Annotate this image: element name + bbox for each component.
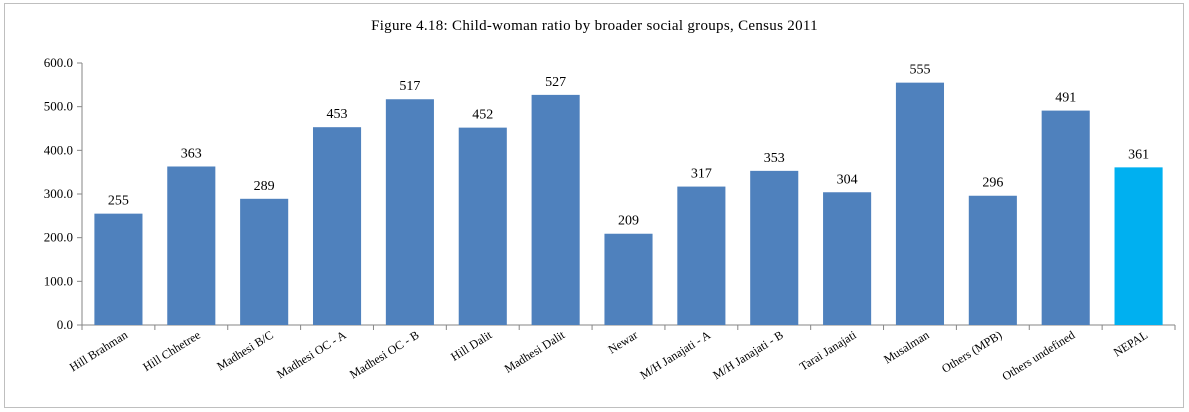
data-label: 527 (545, 75, 566, 90)
data-label: 517 (399, 79, 420, 94)
bar (604, 233, 653, 325)
chart-category-labels: Hill Brahman Hill Chhetree Madhesi B/CMadh… (67, 327, 1150, 383)
bar (312, 127, 362, 325)
y-tick-label: 300.0 (44, 186, 73, 201)
chart-bars (94, 82, 1163, 326)
bar (677, 186, 726, 325)
category-label: Musalman (881, 328, 931, 367)
data-label: 361 (1128, 147, 1149, 162)
bar (968, 195, 1017, 325)
data-label: 304 (837, 172, 858, 187)
y-tick-label: 100.0 (44, 273, 73, 288)
category-label: M/H Janajati - A (637, 327, 713, 382)
data-label: 363 (181, 146, 202, 161)
bar (1114, 167, 1163, 325)
bar (823, 192, 872, 325)
bar (385, 99, 434, 325)
category-label: Madhesi OC - B (347, 328, 421, 382)
data-label: 555 (909, 63, 930, 78)
category-label: Madhesi OC - A (274, 327, 349, 381)
bar (531, 94, 580, 325)
bar (895, 82, 945, 326)
bar (750, 170, 799, 325)
data-label: 453 (327, 107, 348, 122)
chart-data-labels: 255 363 289 453 517 452 527 209 317 353 304 555 296 4… (108, 63, 1149, 229)
bar (167, 166, 216, 325)
category-label: NEPAL (1111, 328, 1150, 360)
category-label: Hill Dalit (448, 327, 495, 363)
y-tick-label: 600.0 (44, 55, 73, 70)
category-label: Hill Brahman (67, 328, 130, 375)
category-label: Newar (606, 328, 641, 357)
chart-title: Figure 4.18: Child-woman ratio by broade… (371, 18, 818, 34)
chart-frame (4, 3, 1184, 408)
data-label: 353 (764, 151, 785, 166)
category-label: Others undefined (999, 328, 1077, 384)
category-label: Tarai Janajati (797, 327, 859, 373)
data-label: 209 (618, 214, 639, 229)
category-label: Others (MPB) (939, 328, 1004, 376)
bar (1041, 110, 1090, 325)
data-label: 317 (691, 167, 712, 182)
y-tick-label: 200.0 (44, 230, 73, 245)
y-tick-label: 0.0 (57, 317, 73, 332)
data-label: 491 (1055, 91, 1076, 106)
data-label: 296 (982, 176, 1003, 191)
bar (240, 198, 289, 325)
y-tick-label: 400.0 (44, 142, 73, 157)
category-label: Hill Chhetree (140, 328, 203, 374)
data-label: 255 (108, 194, 129, 209)
data-label: 452 (472, 108, 493, 123)
bar (458, 127, 507, 325)
bar (94, 213, 143, 325)
y-tick-label: 500.0 (44, 99, 73, 114)
category-label: Madhesi Dalit (502, 327, 568, 375)
category-label: Madhesi B/C (214, 328, 275, 374)
category-label: M/H Janajati - B (710, 328, 786, 382)
data-label: 289 (254, 179, 275, 194)
